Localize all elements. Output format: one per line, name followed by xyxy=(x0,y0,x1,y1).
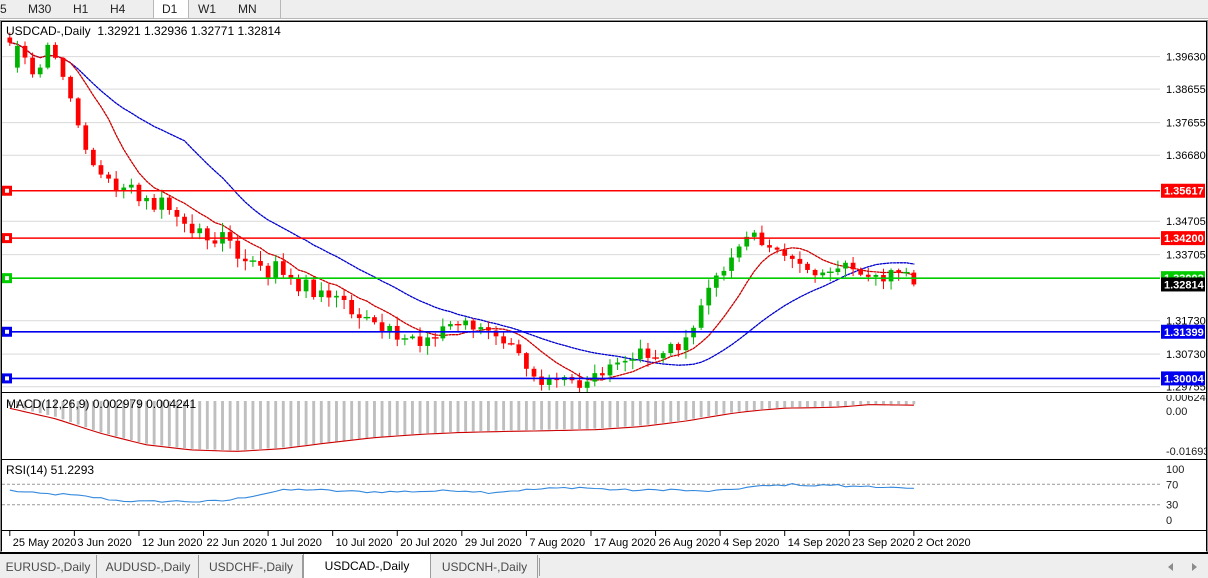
svg-text:30: 30 xyxy=(1166,500,1178,512)
svg-text:10 Jul 2020: 10 Jul 2020 xyxy=(336,537,393,549)
svg-text:1.39630: 1.39630 xyxy=(1166,52,1206,64)
svg-text:1.34200: 1.34200 xyxy=(1164,233,1204,245)
svg-text:2 Oct 2020: 2 Oct 2020 xyxy=(917,537,971,549)
svg-text:14 Sep 2020: 14 Sep 2020 xyxy=(788,537,850,549)
svg-text:1.38655: 1.38655 xyxy=(1166,84,1206,96)
svg-text:70: 70 xyxy=(1166,479,1178,491)
svg-text:1.37655: 1.37655 xyxy=(1166,118,1206,130)
svg-text:4 Sep 2020: 4 Sep 2020 xyxy=(723,537,779,549)
svg-text:1.35617: 1.35617 xyxy=(1164,186,1204,198)
svg-text:17 Aug 2020: 17 Aug 2020 xyxy=(594,537,656,549)
svg-text:29 Jul 2020: 29 Jul 2020 xyxy=(465,537,522,549)
svg-text:1 Jul 2020: 1 Jul 2020 xyxy=(271,537,322,549)
svg-text:0.006245: 0.006245 xyxy=(1166,395,1206,404)
svg-text:100: 100 xyxy=(1166,464,1184,476)
svg-text:26 Aug 2020: 26 Aug 2020 xyxy=(659,537,721,549)
svg-text:1.34705: 1.34705 xyxy=(1166,216,1206,228)
svg-text:0.00: 0.00 xyxy=(1166,406,1187,418)
svg-text:-0.016933: -0.016933 xyxy=(1166,446,1206,458)
svg-text:22 Jun 2020: 22 Jun 2020 xyxy=(207,537,268,549)
svg-text:1.33705: 1.33705 xyxy=(1166,250,1206,262)
svg-text:0: 0 xyxy=(1166,515,1172,527)
svg-text:25 May 2020: 25 May 2020 xyxy=(13,537,77,549)
svg-text:1.32814: 1.32814 xyxy=(1164,279,1205,291)
svg-text:1.30730: 1.30730 xyxy=(1166,349,1206,361)
svg-text:1.31399: 1.31399 xyxy=(1164,327,1204,339)
svg-text:12 Jun 2020: 12 Jun 2020 xyxy=(142,537,203,549)
svg-text:1.30004: 1.30004 xyxy=(1164,373,1205,385)
svg-text:3 Jun 2020: 3 Jun 2020 xyxy=(77,537,131,549)
svg-text:1.36680: 1.36680 xyxy=(1166,150,1206,162)
svg-text:20 Jul 2020: 20 Jul 2020 xyxy=(400,537,457,549)
svg-text:7 Aug 2020: 7 Aug 2020 xyxy=(529,537,585,549)
svg-text:23 Sep 2020: 23 Sep 2020 xyxy=(852,537,914,549)
